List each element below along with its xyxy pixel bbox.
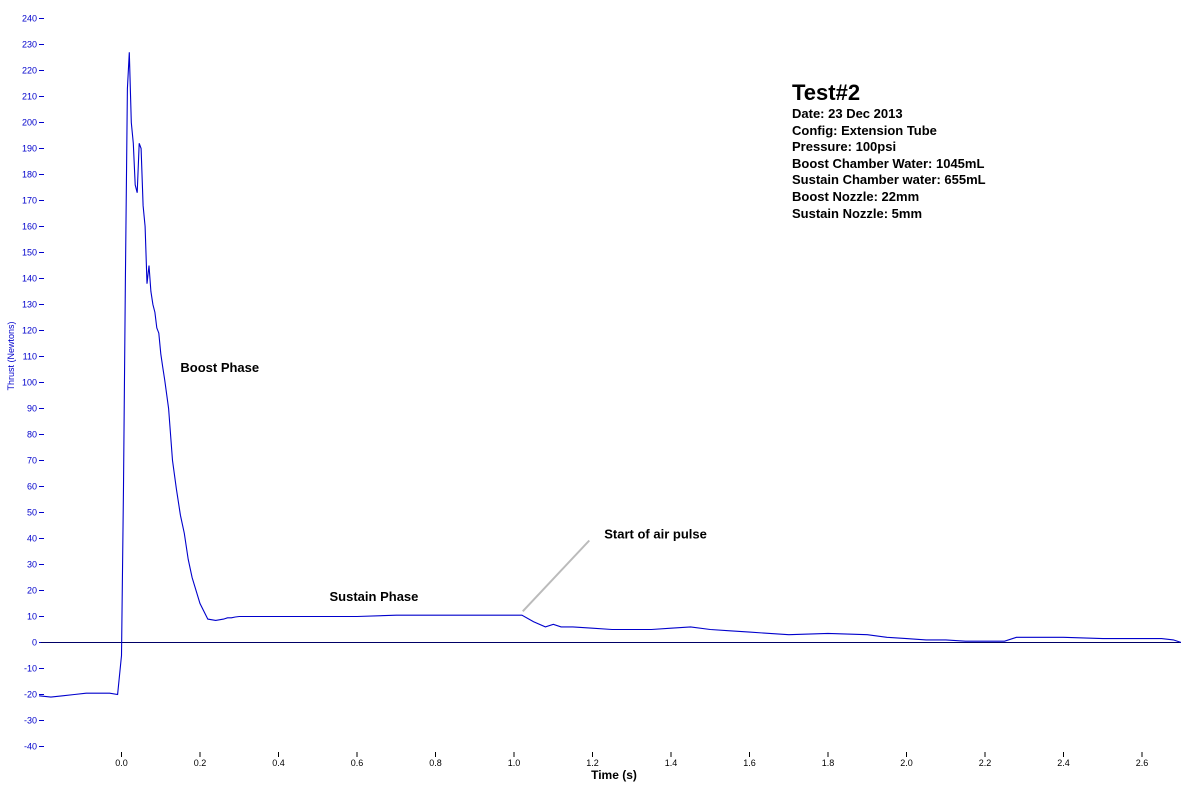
y-tick-label-27: 230 [22,40,37,50]
x-tick-label-1: 0.2 [194,758,207,768]
test-info-box: Test#2 Date: 23 Dec 2013 Config: Extensi… [792,80,986,222]
x-tick-label-10: 2.0 [900,758,913,768]
y-axis-title: Thrust (Newtons) [6,321,16,390]
y-tick-label-9: 50 [27,508,37,518]
info-pressure: Pressure: 100psi [792,139,897,155]
y-tick-label-4: 0 [32,638,37,648]
y-tick-label-1: -30 [24,716,37,726]
x-axis-title: Time (s) [591,768,637,782]
x-tick-label-12: 2.4 [1057,758,1070,768]
y-tick-label-2: -20 [24,690,37,700]
y-tick-label-7: 30 [27,560,37,570]
y-tick-label-22: 180 [22,170,37,180]
y-axis: -40 -30 -20 -10 0 10 20 30 40 50 60 70 80 90 100 110 120… [22,14,44,752]
x-tick-label-4: 0.8 [429,758,442,768]
y-tick-label-5: 10 [27,612,37,622]
annotation-label-1: Sustain Phase [330,589,419,604]
info-sustain-water: Sustain Chamber water: 655mL [792,172,986,188]
thrust-series-line [39,52,1181,698]
annotation-label-0: Boost Phase [180,360,259,375]
y-tick-label-24: 200 [22,118,37,128]
y-tick-label-15: 110 [23,352,37,362]
x-tick-label-8: 1.6 [743,758,756,768]
y-tick-label-11: 70 [27,456,37,466]
y-tick-label-26: 220 [22,66,37,76]
y-tick-label-10: 60 [27,482,37,492]
y-tick-label-21: 170 [22,196,37,206]
y-tick-label-16: 120 [22,326,37,336]
y-tick-label-12: 80 [27,430,37,440]
y-tick-label-0: -40 [24,742,37,752]
annotations: Boost Phase Sustain Phase Start of air pul… [180,360,706,604]
y-tick-label-20: 160 [22,222,37,232]
x-axis: 0.0 0.2 0.4 0.6 0.8 1.0 1.2 1.4 1.6 1.8 2.0 2.2 2.4 2… [115,752,1148,768]
x-tick-label-13: 2.6 [1136,758,1149,768]
x-tick-label-11: 2.2 [979,758,992,768]
y-tick-label-18: 140 [22,274,37,284]
y-tick-label-25: 210 [22,92,37,102]
y-tick-label-17: 130 [22,300,37,310]
x-tick-label-5: 1.0 [508,758,521,768]
x-tick-label-2: 0.4 [272,758,285,768]
y-tick-label-23: 190 [22,144,37,154]
x-tick-label-3: 0.6 [351,758,364,768]
y-tick-label-3: -10 [24,664,37,674]
y-tick-label-14: 100 [22,378,37,388]
x-tick-label-0: 0.0 [115,758,128,768]
y-tick-label-28: 240 [22,14,37,24]
info-config: Config: Extension Tube [792,122,937,138]
info-sustain-nozzle: Sustain Nozzle: 5mm [792,205,923,221]
test-title: Test#2 [792,80,861,105]
info-date: Date: 23 Dec 2013 [792,106,903,121]
x-tick-label-7: 1.4 [665,758,678,768]
info-boost-nozzle: Boost Nozzle: 22mm [792,188,920,204]
x-tick-label-6: 1.2 [586,758,599,768]
x-tick-label-9: 1.8 [822,758,835,768]
y-tick-label-8: 40 [27,534,37,544]
annotation-label-2: Start of air pulse [604,527,707,542]
info-boost-water: Boost Chamber Water: 1045mL [792,155,985,171]
air-pulse-pointer-line [522,539,591,612]
y-tick-label-13: 90 [27,404,37,414]
y-tick-label-6: 20 [27,586,37,596]
y-tick-label-19: 150 [22,248,37,258]
